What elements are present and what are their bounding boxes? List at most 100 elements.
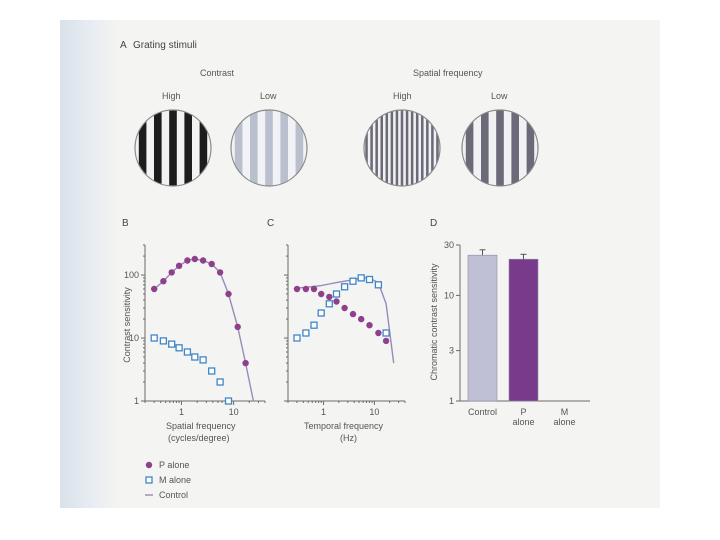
grating-1: [231, 110, 307, 186]
paper-background: [60, 20, 660, 508]
p-alone-point: [191, 255, 198, 263]
m-alone-point: [191, 353, 199, 361]
panel-c-series: [293, 274, 395, 364]
bar-control: [467, 254, 498, 402]
p-alone-point: [293, 285, 301, 293]
x-tick-label: 1: [179, 407, 184, 417]
category-label: alone: [553, 417, 575, 427]
grating-bar: [385, 110, 389, 186]
panel-d-letter: D: [430, 218, 438, 229]
m-alone-point: [349, 277, 357, 285]
m-alone-point: [374, 281, 383, 289]
panel-c-xlabel-units: (Hz): [340, 433, 357, 443]
label-contrast-high: High: [162, 91, 181, 101]
grating-bar: [436, 110, 439, 186]
grating-0: [135, 110, 211, 186]
grating-bar: [496, 110, 504, 186]
p-alone-point: [349, 310, 357, 318]
p-alone-point: [234, 323, 241, 331]
panel-b-axes: 1 10 100 1 10: [124, 244, 266, 417]
p-alone-point: [366, 322, 373, 329]
p-alone-point: [302, 285, 310, 293]
y-tick-label: 10: [129, 333, 139, 343]
m-alone-point: [340, 283, 349, 291]
label-contrast-low: Low: [260, 91, 277, 101]
grating-bar: [138, 110, 147, 186]
y-tick-label: 10: [444, 290, 454, 300]
grating-bar: [234, 110, 243, 186]
m-alone-point: [302, 329, 310, 337]
panel-c-axes: 1 10: [284, 244, 406, 417]
m-alone-point: [310, 321, 318, 329]
legend-p-alone-label: P alone: [159, 460, 189, 470]
panel-c-letter: C: [267, 218, 275, 229]
x-tick-label: 10: [369, 407, 379, 417]
group-label-spatial-frequency: Spatial frequency: [413, 68, 483, 78]
m-alone-point: [168, 340, 176, 348]
panel-a-title: Grating stimuli: [133, 40, 197, 51]
chart-marks: [150, 255, 395, 405]
m-alone-point: [382, 329, 390, 337]
grating-bar: [395, 110, 399, 186]
panel-b-xlabel-units: (cycles/degree): [168, 433, 230, 443]
category-label: P: [520, 407, 526, 417]
group-label-contrast: Contrast: [200, 68, 235, 78]
grating-outline: [134, 109, 212, 187]
p-alone-point: [151, 285, 158, 293]
p-alone-point: [326, 293, 333, 301]
p-alone-point: [310, 285, 318, 293]
grating-bar: [295, 110, 304, 186]
grating-bar: [265, 110, 273, 186]
grating-outline: [461, 109, 539, 187]
grating-outline: [230, 109, 308, 187]
category-label: M: [561, 407, 569, 417]
p-alone-point: [184, 257, 191, 264]
panel-b-ylabel: Contrast sensitivity: [122, 287, 132, 363]
x-tick-label: 1: [321, 407, 326, 417]
grating-bar: [154, 110, 162, 186]
m-alone-point: [365, 275, 374, 284]
panel-a-letter: A: [120, 40, 127, 51]
grating-2: [364, 110, 440, 186]
p-alone-point: [225, 290, 232, 298]
m-alone-point: [175, 344, 183, 352]
panel-b-series: [150, 255, 255, 405]
m-alone-point: [216, 378, 224, 386]
panel-b-xlabel: Spatial frequency: [166, 421, 236, 431]
p-alone-point: [358, 315, 365, 323]
grating-bar: [421, 110, 424, 186]
p-alone-point: [216, 269, 224, 276]
grating-stimuli: [134, 109, 539, 187]
category-label: Control: [468, 407, 497, 417]
grating-bar: [184, 110, 192, 186]
bar-p-alone: [508, 258, 539, 402]
grating-bar: [405, 110, 409, 186]
p-alone-point: [242, 359, 249, 367]
m-alone-point: [150, 334, 158, 342]
m-alone-point: [159, 337, 168, 345]
grating-bar: [426, 110, 429, 186]
grating-bar: [280, 110, 288, 186]
p-alone-point: [199, 257, 207, 264]
legend: P alone M alone Control: [145, 460, 191, 500]
grating-bar: [169, 110, 177, 186]
grating-bar: [465, 110, 474, 186]
grating-bar: [481, 110, 489, 186]
p-alone-point: [341, 304, 348, 312]
grating-bar: [375, 110, 378, 186]
grating-bar: [526, 110, 535, 186]
grating-3: [462, 110, 538, 186]
p-alone-point: [333, 298, 340, 305]
legend-control-label: Control: [159, 490, 188, 500]
category-label: alone: [512, 417, 534, 427]
grating-bar: [250, 110, 258, 186]
panel-d-ylabel: Chromatic contrast sensitivity: [429, 263, 439, 381]
m-alone-point: [199, 356, 207, 364]
x-tick-label: 10: [229, 407, 239, 417]
y-tick-label: 1: [449, 396, 454, 406]
y-tick-label: 100: [124, 270, 139, 280]
m-alone-point: [332, 290, 341, 298]
